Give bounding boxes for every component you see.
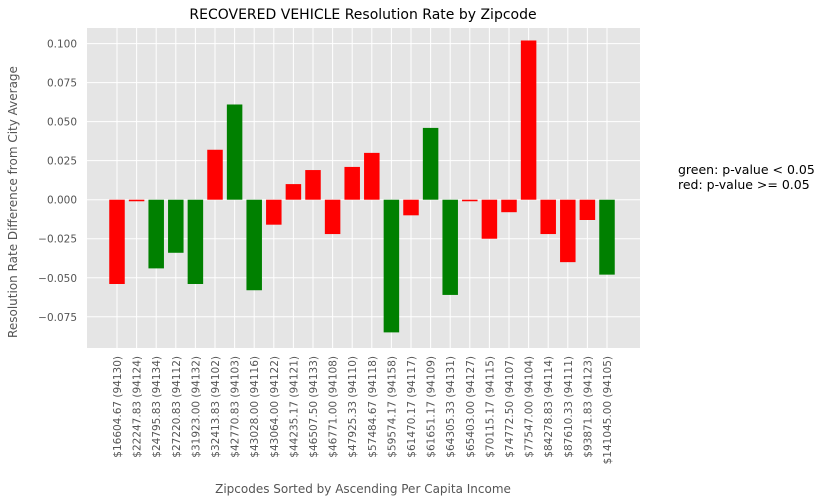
bar <box>266 199 282 225</box>
bar <box>462 199 478 202</box>
bar <box>403 199 419 216</box>
bar <box>128 199 145 202</box>
y-tick-label: 0.000 <box>47 195 77 207</box>
bar <box>579 199 596 220</box>
x-tick-label: $32413.83 (94102) <box>210 356 222 458</box>
bar <box>344 166 360 200</box>
bar <box>520 40 537 200</box>
annotation-red: red: p-value >= 0.05 <box>678 177 810 192</box>
x-tick-label: $22247.83 (94124) <box>132 356 144 458</box>
x-tick-label: $61470.17 (94117) <box>406 356 418 458</box>
y-tick-label: −0.025 <box>38 234 77 246</box>
bar <box>560 199 576 263</box>
bar <box>442 199 458 295</box>
x-tick-label: $46507.50 (94133) <box>308 356 320 458</box>
x-tick-label: $27220.83 (94112) <box>171 356 183 458</box>
y-tick-label: 0.050 <box>47 117 77 129</box>
x-tick-label: $61651.17 (94109) <box>426 356 438 458</box>
bar <box>168 199 184 253</box>
bar <box>187 199 204 284</box>
bar <box>324 199 341 235</box>
bar <box>501 199 517 213</box>
bar <box>285 184 302 200</box>
bar <box>148 199 164 269</box>
y-tick-label: 0.075 <box>47 78 77 90</box>
x-tick-label: $47925.33 (94110) <box>347 356 359 458</box>
bar <box>109 199 125 284</box>
x-tick-labels: $16604.67 (94130) $22247.83 (94124) $24795… <box>112 356 614 464</box>
bar <box>305 170 321 200</box>
y-tick-label: −0.075 <box>38 312 77 324</box>
bars <box>109 40 615 333</box>
x-tick-label: $93871.83 (94123) <box>582 356 594 458</box>
bar <box>481 199 498 239</box>
bar <box>246 199 262 291</box>
x-tick-label: $42770.83 (94103) <box>230 356 242 458</box>
bar <box>226 104 243 200</box>
bar <box>207 149 223 200</box>
bar <box>540 199 556 235</box>
x-tick-label: $24795.83 (94134) <box>151 356 163 458</box>
x-tick-label: $44235.17 (94121) <box>288 356 300 458</box>
y-tick-labels: −0.075 −0.050 −0.025 0.000 0.025 0.050 0.075 0.… <box>38 39 77 324</box>
x-axis-title: Zipcodes Sorted by Ascending Per Capita … <box>215 482 511 496</box>
x-tick-label: $64305.33 (94131) <box>445 356 457 458</box>
x-tick-label: $74772.50 (94107) <box>504 356 516 458</box>
x-tick-label: $43028.00 (94116) <box>249 356 261 458</box>
bar <box>422 127 439 200</box>
x-tick-label: $46771.00 (94108) <box>328 356 340 458</box>
y-tick-label: 0.100 <box>47 39 77 51</box>
y-tick-label: −0.050 <box>38 273 77 285</box>
x-tick-label: $59574.17 (94158) <box>386 356 398 458</box>
x-tick-label: $84278.83 (94114) <box>543 356 555 458</box>
bar <box>364 152 380 200</box>
x-tick-label: $65403.00 (94127) <box>465 356 477 458</box>
y-tick-label: 0.025 <box>47 156 77 168</box>
bar <box>383 199 400 333</box>
bar <box>599 199 615 275</box>
x-tick-label: $57484.67 (94118) <box>367 356 379 458</box>
plot-area <box>87 28 640 348</box>
annotation-green: green: p-value < 0.05 <box>678 162 815 177</box>
x-tick-label: $70115.17 (94115) <box>484 356 496 458</box>
x-tick-label: $31923.00 (94132) <box>190 356 202 458</box>
chart-title: RECOVERED VEHICLE Resolution Rate by Zip… <box>189 7 536 23</box>
x-tick-label: $87610.33 (94111) <box>563 356 575 458</box>
y-axis-title: Resolution Rate Difference from City Ave… <box>6 66 20 338</box>
x-tick-label: $77547.00 (94104) <box>524 356 536 458</box>
x-tick-label: $43064.00 (94122) <box>269 356 281 458</box>
x-tick-label: $16604.67 (94130) <box>112 356 124 458</box>
x-tick-label: $141045.00 (94105) <box>602 356 614 464</box>
